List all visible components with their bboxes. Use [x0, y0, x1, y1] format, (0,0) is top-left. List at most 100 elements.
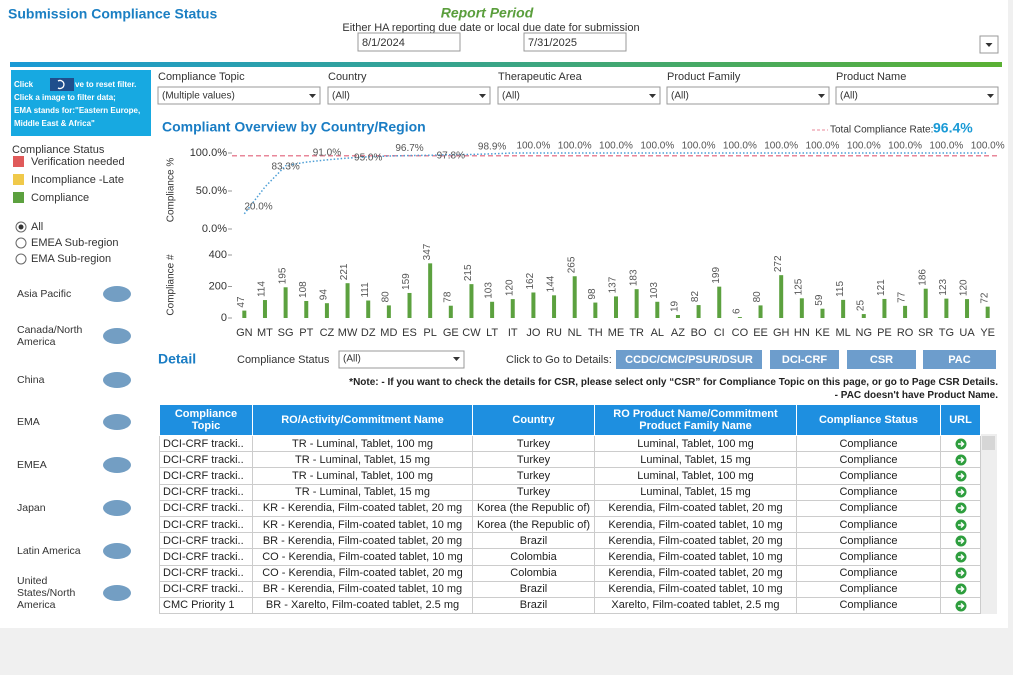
- table-cell: DCI-CRF tracki..: [159, 532, 253, 550]
- radio[interactable]: [15, 253, 27, 265]
- bar[interactable]: [407, 292, 412, 318]
- region-label[interactable]: Canada/North America: [17, 324, 83, 348]
- bar[interactable]: [841, 299, 846, 318]
- link-icon[interactable]: [955, 583, 967, 595]
- table-cell: TR - Luminal, Tablet, 100 mg: [252, 434, 473, 453]
- region-label[interactable]: China: [17, 374, 45, 386]
- table-row[interactable]: CMC Priority 1 BR - Xarelto, Film-coated …: [159, 596, 981, 615]
- detail-button[interactable]: [616, 350, 762, 369]
- bar[interactable]: [448, 305, 453, 318]
- region-label[interactable]: United States/North America: [17, 575, 76, 611]
- bar[interactable]: [283, 287, 288, 318]
- bar[interactable]: [552, 295, 557, 318]
- bar[interactable]: [262, 300, 267, 318]
- bar[interactable]: [572, 276, 577, 318]
- table-row[interactable]: DCI-CRF tracki.. KR - Kerendia, Film-coat…: [159, 515, 981, 534]
- scrollbar-thumb[interactable]: [982, 436, 995, 450]
- table-row[interactable]: DCI-CRF tracki.. CO - Kerendia, Film-coat…: [159, 564, 981, 582]
- table-row[interactable]: DCI-CRF tracki.. TR - Luminal, Tablet, 10…: [159, 434, 981, 453]
- link-icon[interactable]: [955, 502, 967, 514]
- bar[interactable]: [531, 292, 536, 318]
- link-icon[interactable]: [955, 600, 967, 612]
- bar[interactable]: [386, 305, 391, 318]
- bar[interactable]: [366, 300, 371, 318]
- date-input[interactable]: [357, 32, 461, 52]
- bar[interactable]: [510, 299, 515, 318]
- link-icon[interactable]: [955, 470, 967, 482]
- detail-button[interactable]: [847, 350, 916, 369]
- link-icon[interactable]: [955, 486, 967, 498]
- bar[interactable]: [779, 275, 784, 318]
- bar[interactable]: [903, 305, 908, 318]
- region-map[interactable]: [103, 457, 131, 473]
- radio[interactable]: [15, 237, 27, 249]
- link-icon[interactable]: [955, 567, 967, 579]
- filter-dropdown[interactable]: [157, 86, 321, 105]
- bar[interactable]: [820, 308, 825, 318]
- bar[interactable]: [799, 298, 804, 318]
- link-icon[interactable]: [955, 454, 967, 466]
- region-map[interactable]: [103, 328, 131, 344]
- bar[interactable]: [614, 296, 618, 318]
- bar[interactable]: [758, 305, 763, 318]
- table-row[interactable]: DCI-CRF tracki.. CO - Kerendia, Film-coat…: [159, 548, 981, 566]
- bar[interactable]: [304, 300, 309, 318]
- bar[interactable]: [944, 298, 949, 318]
- bar[interactable]: [428, 263, 433, 318]
- bar[interactable]: [882, 298, 887, 318]
- region-label[interactable]: EMEA: [17, 459, 47, 471]
- filter-dropdown[interactable]: [327, 86, 491, 105]
- bar[interactable]: [490, 301, 495, 318]
- date-input[interactable]: [523, 32, 627, 52]
- bar[interactable]: [655, 301, 660, 318]
- region-map[interactable]: [103, 543, 131, 559]
- bar[interactable]: [696, 305, 701, 318]
- reset-icon[interactable]: [50, 78, 74, 91]
- table-row[interactable]: DCI-CRF tracki.. TR - Luminal, Tablet, 10…: [159, 467, 981, 485]
- table-row[interactable]: DCI-CRF tracki.. BR - Kerendia, Film-coat…: [159, 532, 981, 550]
- region-label[interactable]: Latin America: [17, 545, 81, 557]
- bar[interactable]: [469, 284, 474, 318]
- bar[interactable]: [965, 299, 970, 318]
- region-label[interactable]: Asia Pacific: [17, 288, 72, 300]
- region-map[interactable]: [103, 414, 131, 430]
- bar[interactable]: [923, 288, 928, 318]
- detail-button[interactable]: [770, 350, 839, 369]
- bar[interactable]: [717, 286, 722, 318]
- bar[interactable]: [324, 303, 329, 318]
- x-tick-label: CO: [732, 327, 749, 339]
- legend-title: Compliance Status: [12, 144, 105, 156]
- region-map[interactable]: [103, 286, 131, 302]
- detail-button[interactable]: [923, 350, 996, 369]
- bar[interactable]: [242, 310, 247, 318]
- region-label[interactable]: Japan: [17, 502, 46, 514]
- bar[interactable]: [634, 289, 639, 318]
- region-map[interactable]: [103, 500, 131, 516]
- table-row[interactable]: DCI-CRF tracki.. BR - Kerendia, Film-coat…: [159, 580, 981, 598]
- filter-dropdown[interactable]: [835, 86, 999, 105]
- link-icon[interactable]: [955, 519, 967, 531]
- filter-dropdown[interactable]: [338, 350, 465, 369]
- bar[interactable]: [593, 302, 598, 318]
- bar[interactable]: [861, 314, 866, 318]
- x-tick-label: KE: [815, 327, 830, 339]
- data-label: 100.0%: [723, 141, 757, 152]
- table-row[interactable]: DCI-CRF tracki.. TR - Luminal, Tablet, 15…: [159, 483, 981, 501]
- bar[interactable]: [737, 317, 742, 318]
- table-row[interactable]: DCI-CRF tracki.. KR - Kerendia, Film-coat…: [159, 499, 981, 517]
- x-tick-label: GE: [443, 327, 459, 339]
- filter-value: (Multiple values): [162, 91, 235, 102]
- bar[interactable]: [985, 306, 990, 318]
- region-map[interactable]: [103, 585, 131, 601]
- bar[interactable]: [345, 283, 350, 318]
- link-icon[interactable]: [955, 438, 967, 450]
- filter-dropdown[interactable]: [497, 86, 661, 105]
- link-icon[interactable]: [955, 535, 967, 547]
- bar[interactable]: [675, 315, 680, 318]
- filter-dropdown[interactable]: [666, 86, 830, 105]
- link-icon[interactable]: [955, 551, 967, 563]
- region-label[interactable]: EMA: [17, 416, 40, 428]
- table-row[interactable]: DCI-CRF tracki.. TR - Luminal, Tablet, 15…: [159, 451, 981, 469]
- data-label: 20.0%: [244, 201, 272, 212]
- region-map[interactable]: [103, 372, 131, 388]
